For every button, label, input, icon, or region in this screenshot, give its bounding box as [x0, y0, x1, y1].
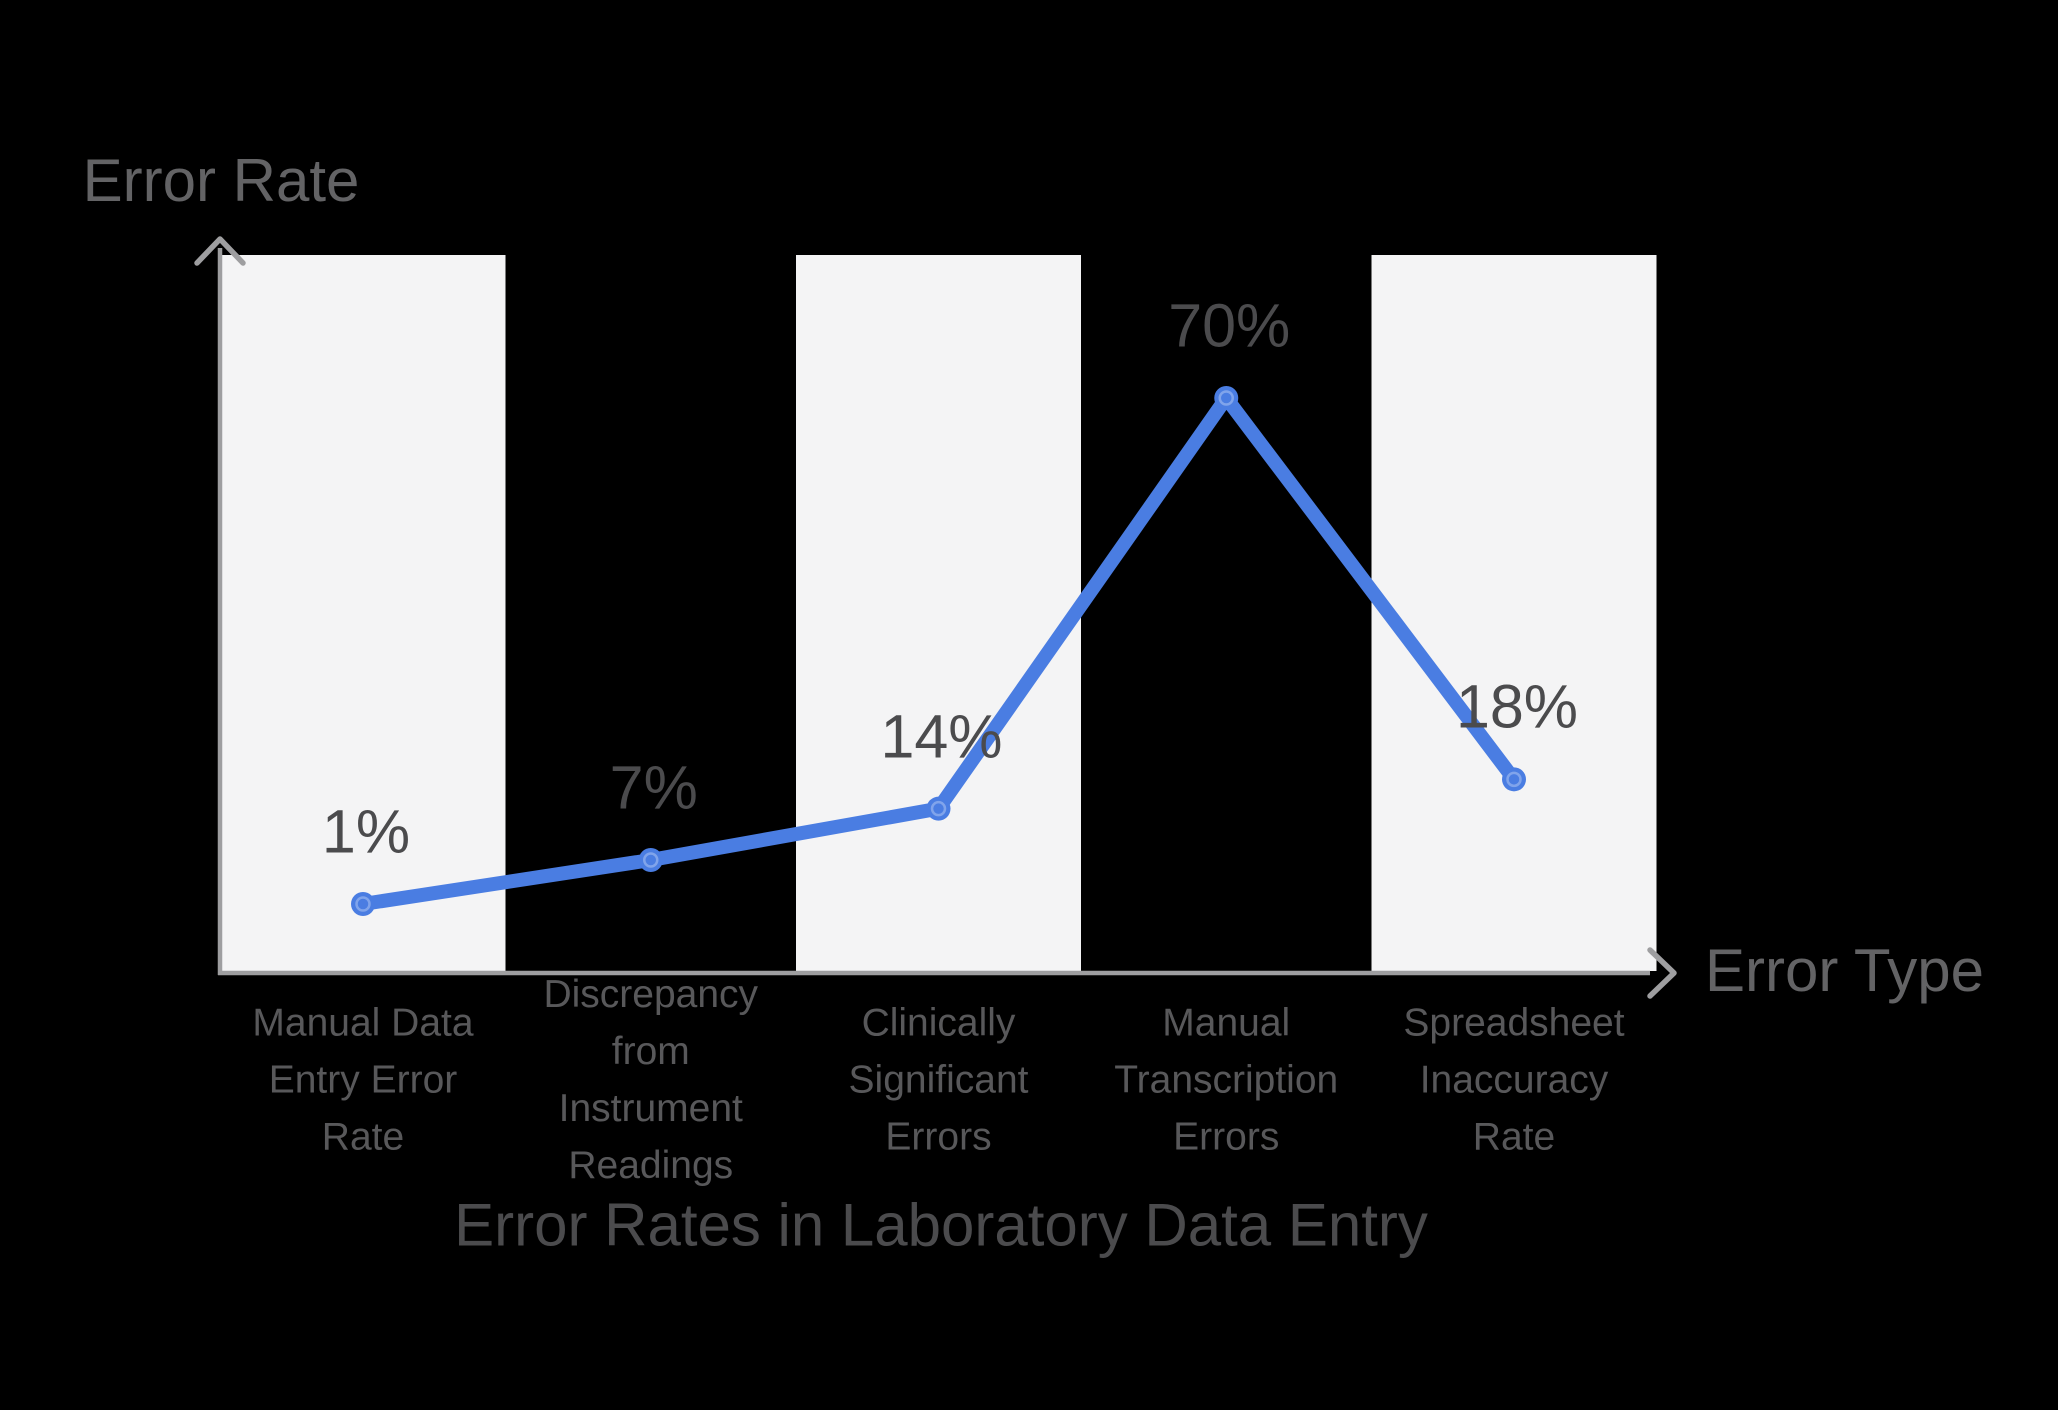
- data-point-marker: [1214, 386, 1239, 411]
- data-label: 70%: [1168, 291, 1291, 360]
- data-point-marker: [351, 891, 375, 916]
- data-point-marker-ring: [930, 800, 947, 817]
- data-point-marker: [926, 796, 951, 821]
- data-point-marker-ring: [1506, 771, 1522, 788]
- data-label: 7%: [609, 753, 698, 822]
- axes-layer: [194, 236, 1677, 999]
- x-axis-label: Error Type: [1705, 937, 1984, 1004]
- data-label: 14%: [880, 702, 1003, 771]
- y-axis-arrow-icon: [194, 236, 246, 266]
- data-label: 1%: [321, 797, 411, 866]
- data-point-marker: [1502, 767, 1526, 792]
- category-label: Discrepancy from Instrument Readings: [543, 973, 759, 1187]
- category-label: Manual Transcription Errors: [1114, 1001, 1339, 1159]
- data-point-marker-ring: [643, 852, 659, 868]
- data-point-marker-ring: [1218, 390, 1234, 406]
- category-label: Spreadsheet Inaccuracy Rate: [1403, 1001, 1625, 1159]
- category-label: Clinically Significant Errors: [848, 1001, 1029, 1159]
- column-bands-layer: [220, 255, 1657, 971]
- category-label: Manual Data Entry Error Rate: [252, 1001, 474, 1159]
- column-band: [220, 255, 506, 971]
- data-point-markers-layer: [351, 386, 1526, 916]
- y-axis-label: Error Rate: [82, 147, 360, 214]
- data-point-marker-ring: [355, 896, 371, 912]
- chart-title: Error Rates in Laboratory Data Entry: [454, 1191, 1428, 1259]
- data-label: 18%: [1455, 672, 1579, 741]
- data-point-marker: [638, 847, 663, 872]
- column-band: [1371, 255, 1657, 971]
- column-band: [796, 255, 1081, 971]
- x-axis-arrow-icon: [1647, 947, 1677, 999]
